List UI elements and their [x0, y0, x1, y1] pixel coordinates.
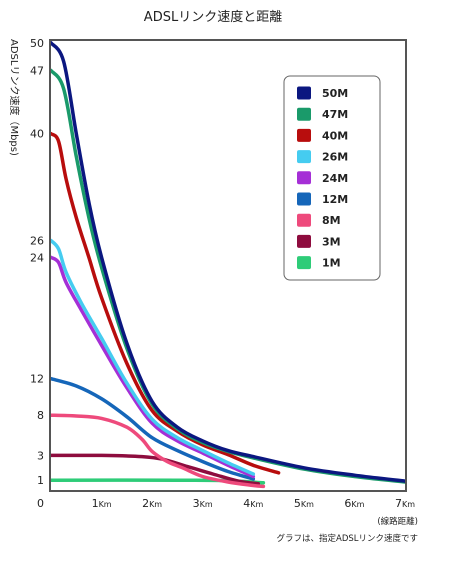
- y-tick-label-4: 24: [30, 251, 44, 264]
- legend-label-5: 12M: [322, 193, 348, 206]
- y-tick-label-7: 3: [37, 449, 44, 462]
- legend-swatch-3: [297, 150, 311, 164]
- y-tick-labels: 50 47 40 26 24 12 8 3 1 0: [30, 37, 44, 510]
- x-tick-label-5: 6Km: [344, 497, 364, 510]
- plot-frame: [49, 39, 407, 492]
- chart-note: グラフは、指定ADSLリンク速度です: [277, 533, 419, 544]
- y-tick-label-9: 0: [37, 497, 44, 510]
- x-tick-label-3: 4Km: [243, 497, 263, 510]
- x-tick-label-6: 7Km: [395, 497, 415, 510]
- y-tick-label-3: 26: [30, 235, 44, 248]
- y-tick-label-5: 12: [30, 373, 44, 386]
- legend-label-0: 50M: [322, 87, 348, 100]
- legend-swatch-1: [297, 107, 311, 121]
- x-tick-label-1: 2Km: [142, 497, 162, 510]
- legend-swatch-7: [297, 234, 311, 248]
- legend-swatch-8: [297, 256, 311, 270]
- y-tick-label-1: 47: [30, 65, 44, 78]
- legend-label-7: 3M: [322, 235, 341, 248]
- y-tick-label-2: 40: [30, 128, 44, 141]
- legend-swatch-4: [297, 171, 311, 185]
- legend-label-2: 40M: [322, 129, 348, 142]
- legend-swatch-0: [297, 86, 311, 100]
- legend-label-6: 8M: [322, 214, 341, 227]
- legend-box: [283, 75, 381, 281]
- legend-label-3: 26M: [322, 151, 348, 164]
- legend-label-4: 24M: [322, 172, 348, 185]
- legend-swatch-6: [297, 213, 311, 227]
- series-line-5: [49, 376, 256, 481]
- legend: 50M 47M 40M 26M 24M 12M 8M 3M 1M: [283, 75, 381, 281]
- y-tick-label-6: 8: [37, 409, 44, 422]
- series-line-0: [49, 41, 407, 483]
- series-line-2: [49, 131, 281, 475]
- x-axis-label: (線路距離): [377, 516, 418, 527]
- x-tick-labels: 1Km 2Km 3Km 4Km 5Km 6Km 7Km: [92, 497, 416, 510]
- x-tick-label-4: 5Km: [294, 497, 314, 510]
- y-tick-label-0: 50: [30, 37, 44, 50]
- series-line-7: [49, 453, 261, 486]
- y-axis-label: ADSLリンク速度（Mbps): [8, 39, 21, 156]
- chart-title: ADSLリンク速度と距離: [144, 9, 282, 25]
- series-line-4: [49, 255, 256, 479]
- x-tick-label-0: 1Km: [92, 497, 112, 510]
- legend-swatch-2: [297, 128, 311, 142]
- legend-swatch-5: [297, 192, 311, 206]
- y-tick-label-8: 1: [37, 474, 44, 487]
- series-lines: [49, 41, 407, 489]
- series-line-3: [49, 238, 256, 476]
- x-tick-label-2: 3Km: [193, 497, 213, 510]
- legend-label-8: 1M: [322, 257, 341, 270]
- series-line-6: [49, 413, 266, 489]
- legend-label-1: 47M: [322, 108, 348, 121]
